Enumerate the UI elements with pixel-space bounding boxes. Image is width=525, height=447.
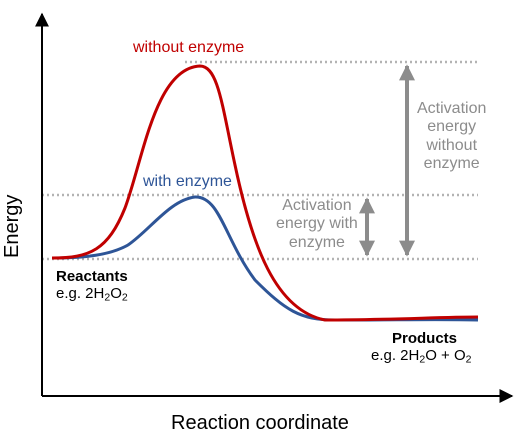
reactants-title: Reactants: [56, 268, 128, 285]
products-example: e.g. 2H2O + O2: [371, 347, 472, 366]
reactants-example: e.g. 2H2O2: [56, 285, 128, 304]
x-axis-title: Reaction coordinate: [171, 412, 349, 434]
activation-with-enzyme-label: Activation energy with enzyme: [276, 197, 358, 251]
y-axis-title: Energy: [1, 194, 23, 258]
without-enzyme-curve: [51, 64, 479, 322]
with-enzyme-label: with enzyme: [143, 173, 232, 190]
products-label: Products e.g. 2H2O + O2: [371, 330, 472, 365]
reactants-label: Reactants e.g. 2H2O2: [56, 268, 128, 303]
products-title: Products: [392, 330, 458, 347]
activation-without-enzyme-label: Activation energy without enzyme: [417, 100, 487, 173]
without-enzyme-label: without enzyme: [133, 39, 245, 56]
